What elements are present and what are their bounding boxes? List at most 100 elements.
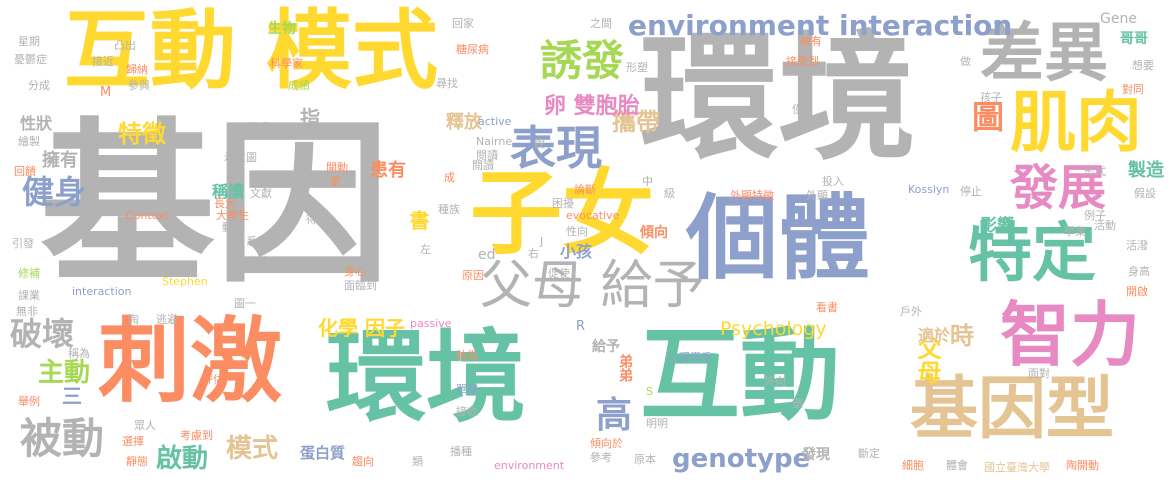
word-lunduan: 論斷 — [574, 183, 596, 196]
word-zhi: 指 — [300, 106, 320, 130]
word-nawei: 納為 — [456, 349, 478, 362]
word-danbaizhi: 蛋白質 — [300, 444, 346, 462]
word-beidong: 被動 — [20, 414, 105, 463]
word-xingsu: 形塑 — [626, 61, 648, 74]
word-shifang: 釋放 — [446, 112, 482, 133]
word-jingtai: 靜態 — [126, 455, 148, 468]
word-xingzhuang: 性狀 — [20, 114, 53, 133]
word-chengji: 成績 — [288, 79, 310, 92]
word-shiyu: 適於 — [918, 326, 951, 345]
word-psychology: Psychology — [720, 318, 827, 340]
word-tu: 圖 — [967, 100, 1005, 132]
word-yinfa: 引發 — [12, 237, 34, 250]
word-wufei: 無非 — [16, 305, 38, 318]
word-xunzhao: 尋找 — [436, 77, 458, 90]
word-geti: 個體 — [686, 185, 871, 292]
word-huiying: 回饋 — [14, 165, 36, 178]
word-huanjing-1: 環境 — [640, 18, 917, 179]
word-bianzhuang: 變壯 — [246, 255, 268, 268]
word-huwai: 戶外 — [900, 305, 922, 318]
word-duixiang: 對同 — [1122, 83, 1144, 96]
word-kaifang: 開啟 — [1126, 285, 1148, 298]
word-miandui: 面對 — [1028, 367, 1050, 380]
word-zhijian: 之間 — [590, 17, 612, 30]
word-zhudong: 主動 — [38, 358, 91, 388]
word-ntu: 國立臺灣大學 — [984, 461, 1050, 474]
word-dezhi: 得知 — [306, 213, 328, 226]
word-r: R — [576, 319, 586, 334]
word-dan: 單 — [792, 123, 803, 136]
word-shuo: 說 — [534, 137, 545, 150]
word-nairne: Nairne — [476, 135, 513, 148]
word-genotype: genotype — [672, 444, 811, 474]
word-guanyue: 閱讀 — [476, 149, 498, 162]
word-m: M — [100, 85, 112, 100]
word-jiyinxing: 基因型 — [910, 370, 1115, 449]
word-juli: 舉例 — [18, 395, 40, 408]
word-dandu: 單獨 — [456, 383, 478, 396]
word-xingshi: 形式 — [1084, 165, 1106, 178]
word-youfa: 誘發 — [540, 36, 625, 85]
word-kaolvdao: 考慮到 — [180, 429, 213, 442]
word-pinggu: 評估 — [202, 373, 224, 386]
word-jiejin: 接近 — [92, 55, 114, 68]
word-changda: 長大 — [214, 197, 236, 210]
word-xinlixue: 心理學系 — [668, 351, 712, 364]
word-yuanyin: 原因 — [462, 269, 484, 282]
word-jieshoudao: 接受到 — [786, 55, 819, 68]
word-fazhan: 發展 — [1010, 160, 1107, 216]
word-mianlin: 面臨到 — [344, 279, 377, 292]
word-duanding: 斷定 — [858, 447, 880, 460]
word-taobi: 逃避 — [156, 313, 178, 326]
word-teding: 特定 — [968, 217, 1096, 291]
word-kaidong: 開動 — [326, 161, 348, 174]
word-shu: 書 — [406, 210, 430, 230]
word-zhong: 中 — [642, 175, 653, 188]
word-huizhi: 繪製 — [18, 135, 40, 148]
word-active: active — [478, 115, 512, 128]
word-lizi: 例子 — [1084, 209, 1106, 222]
word-jirou: 肌肉 — [1010, 84, 1142, 161]
word-youyuzheng: 憂鬱症 — [14, 53, 47, 66]
word-yingxiang: 影響 — [980, 216, 1014, 236]
word-jin: 僅 — [792, 103, 803, 116]
word-xingqi: 星期 — [18, 35, 40, 48]
word-pohuai: 破壞 — [10, 315, 75, 353]
word-jiashe: 假設 — [1134, 187, 1156, 200]
word-qingxiangyu: 傾向於 — [590, 437, 623, 450]
word-keye: 課業 — [18, 289, 40, 302]
word-qushi: 趨向 — [352, 455, 374, 468]
word-huanjing-2: 環境 — [326, 319, 526, 436]
word-tangniaobing: 糖尿病 — [456, 43, 489, 56]
word-jiyu2: 給予 — [592, 339, 620, 355]
word-evocative: evocative — [566, 209, 620, 222]
word-xiaohai: 小孩 — [560, 242, 593, 261]
word-env-inter: environment interaction — [628, 9, 1013, 42]
word-daxuesheng: 大學生 — [216, 209, 249, 222]
word-xibao: 細胞 — [902, 459, 924, 472]
word-environment: environment — [494, 459, 565, 472]
word-fumu-v: 父母 — [913, 336, 941, 384]
word-xuanze: 選擇 — [122, 435, 144, 448]
word-guanyue2: 閱讀 — [472, 159, 494, 172]
word-zhongren: 眾人 — [134, 419, 156, 432]
word-guinan: 歸納 — [126, 63, 148, 76]
word-geng: 更 — [330, 175, 341, 188]
word-taokaidong: 陶開動 — [1066, 459, 1099, 472]
word-jianshen: 健身 — [22, 173, 87, 211]
word-tao: 陶 — [128, 313, 139, 326]
word-san: 三 — [62, 384, 82, 408]
word-interaction: interaction — [72, 285, 132, 298]
word-hudong-moshi: 互動 模式 — [64, 1, 438, 101]
word-chengwei: 稱為 — [68, 347, 90, 360]
word-shenxing: 身高 — [1128, 265, 1150, 278]
word-ed: ed — [478, 247, 496, 263]
word-waixiang: 外向 — [764, 375, 786, 388]
word-jiyin: 基因 — [40, 104, 390, 307]
word-qidong: 啟動 — [156, 444, 209, 474]
word-context: Context — [126, 209, 170, 222]
word-su: 塑 — [792, 397, 803, 410]
word-haizi: 孩子 — [980, 91, 1002, 104]
word-chayi: 差異 — [980, 17, 1108, 91]
